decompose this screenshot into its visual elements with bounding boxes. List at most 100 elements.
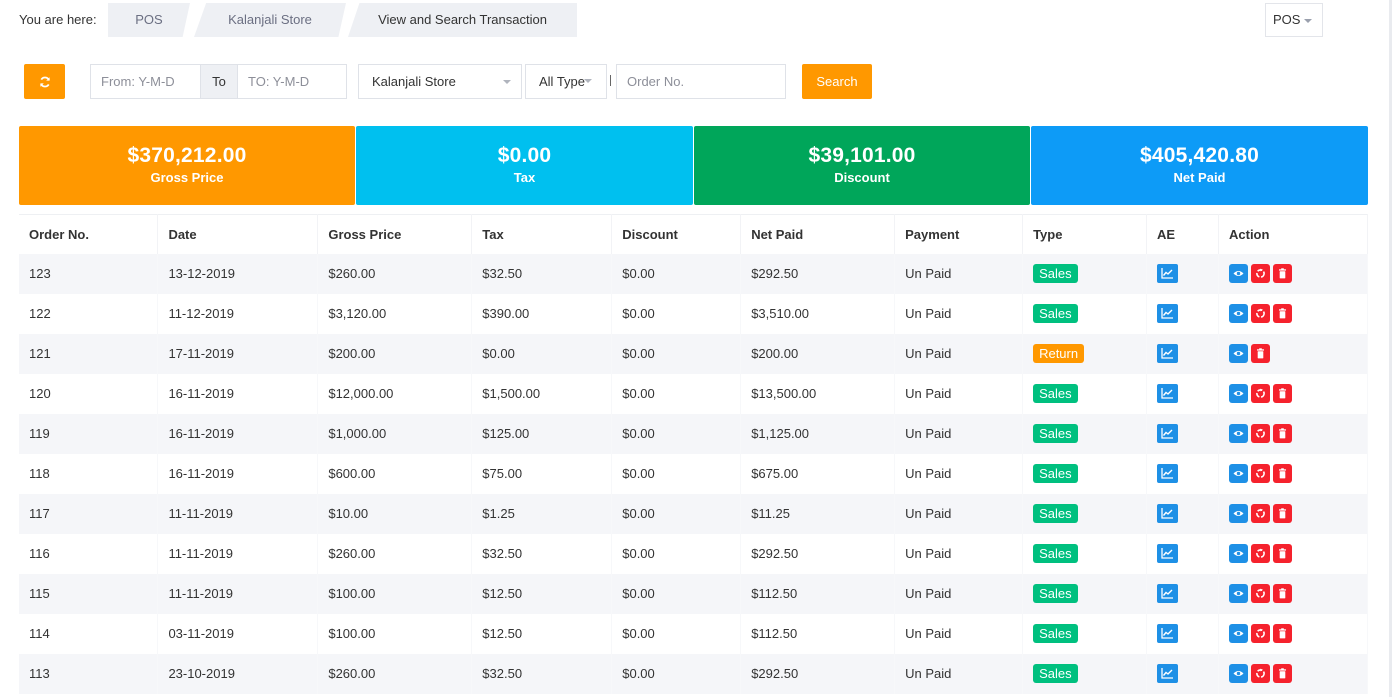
order-no-input[interactable]: [627, 65, 785, 98]
discount-cell: $0.00: [611, 293, 742, 334]
delete-button[interactable]: [1273, 584, 1292, 603]
ae-button[interactable]: [1157, 304, 1179, 323]
return-button[interactable]: [1251, 504, 1270, 523]
type-badge: Sales: [1033, 664, 1078, 683]
return-button[interactable]: [1251, 584, 1270, 603]
recycle-icon: [1256, 588, 1265, 598]
tax-cell: $32.50: [471, 253, 613, 294]
date-to-input[interactable]: [248, 65, 346, 98]
return-button[interactable]: [1251, 464, 1270, 483]
ae-button[interactable]: [1157, 504, 1179, 523]
delete-button[interactable]: [1273, 424, 1292, 443]
column-header-date[interactable]: Date: [157, 214, 319, 254]
ae-button[interactable]: [1157, 344, 1179, 363]
return-button[interactable]: [1251, 544, 1270, 563]
action-cell: [1218, 453, 1368, 494]
view-button[interactable]: [1229, 584, 1248, 603]
view-button[interactable]: [1229, 624, 1248, 643]
refresh-button[interactable]: [24, 64, 65, 99]
discount-cell: $0.00: [611, 613, 742, 654]
table-row: 121 17-11-2019 $200.00 $0.00 $0.00 $200.00 Un …: [19, 333, 1368, 374]
date-cell: 11-12-2019: [157, 293, 319, 334]
ae-cell: [1146, 653, 1219, 694]
type-select[interactable]: All Type: [525, 64, 607, 99]
column-header-discount[interactable]: Discount: [611, 214, 742, 254]
ae-cell: [1146, 333, 1219, 374]
ae-button[interactable]: [1157, 624, 1179, 643]
search-button[interactable]: Search: [802, 64, 872, 99]
delete-button[interactable]: [1273, 384, 1292, 403]
net-paid-cell: $11.25: [740, 493, 896, 534]
tax-cell: $390.00: [471, 293, 613, 334]
discount-cell: $0.00: [611, 573, 742, 614]
breadcrumb-item-pos[interactable]: POS: [108, 3, 190, 37]
delete-button[interactable]: [1251, 344, 1270, 363]
ae-button[interactable]: [1157, 424, 1179, 443]
view-button[interactable]: [1229, 344, 1248, 363]
gross-price-cell: $100.00: [317, 613, 473, 654]
delete-button[interactable]: [1273, 664, 1292, 683]
ae-button[interactable]: [1157, 584, 1179, 603]
store-select[interactable]: Kalanjali Store: [358, 64, 522, 99]
date-from-field[interactable]: [90, 64, 201, 99]
type-cell: Sales: [1022, 573, 1148, 614]
line-chart-icon: [1161, 548, 1174, 559]
date-to-field[interactable]: [237, 64, 347, 99]
trash-icon: [1279, 508, 1286, 519]
column-header-order-no[interactable]: Order No.: [19, 214, 159, 254]
ae-button[interactable]: [1157, 664, 1179, 683]
caret-down-icon: [503, 80, 511, 84]
return-button[interactable]: [1251, 264, 1270, 283]
column-header-payment[interactable]: Payment: [894, 214, 1024, 254]
type-badge: Sales: [1033, 624, 1078, 643]
view-button[interactable]: [1229, 664, 1248, 683]
trash-icon: [1279, 668, 1286, 679]
payment-cell: Un Paid: [894, 653, 1024, 694]
breadcrumb-item-current: View and Search Transaction: [348, 3, 577, 37]
caret-down-icon: [584, 79, 592, 83]
scrollbar[interactable]: [1389, 0, 1392, 697]
view-button[interactable]: [1229, 544, 1248, 563]
column-header-type[interactable]: Type: [1022, 214, 1148, 254]
delete-button[interactable]: [1273, 544, 1292, 563]
breadcrumb-item-store[interactable]: Kalanjali Store: [194, 3, 346, 37]
recycle-icon: [1256, 508, 1265, 518]
net-paid-cell: $675.00: [740, 453, 896, 494]
return-button[interactable]: [1251, 424, 1270, 443]
view-button[interactable]: [1229, 464, 1248, 483]
recycle-icon: [1256, 308, 1265, 318]
column-header-net-paid[interactable]: Net Paid: [740, 214, 896, 254]
ae-button[interactable]: [1157, 384, 1179, 403]
return-button[interactable]: [1251, 624, 1270, 643]
view-button[interactable]: [1229, 304, 1248, 323]
type-cell: Return: [1022, 333, 1148, 374]
tax-cell: $1,500.00: [471, 373, 613, 414]
delete-button[interactable]: [1273, 504, 1292, 523]
ae-button[interactable]: [1157, 264, 1179, 283]
order-no-cell: 119: [19, 413, 159, 454]
ae-button[interactable]: [1157, 544, 1179, 563]
order-no-field[interactable]: [616, 64, 786, 99]
delete-button[interactable]: [1273, 264, 1292, 283]
view-button[interactable]: [1229, 264, 1248, 283]
ae-cell: [1146, 493, 1219, 534]
type-cell: Sales: [1022, 253, 1148, 294]
column-header-tax[interactable]: Tax: [471, 214, 613, 254]
line-chart-icon: [1161, 628, 1174, 639]
return-button[interactable]: [1251, 664, 1270, 683]
view-button[interactable]: [1229, 384, 1248, 403]
delete-button[interactable]: [1273, 624, 1292, 643]
module-dropdown[interactable]: POS: [1265, 3, 1323, 37]
return-button[interactable]: [1251, 384, 1270, 403]
order-no-cell: 120: [19, 373, 159, 414]
delete-button[interactable]: [1273, 304, 1292, 323]
order-no-cell: 116: [19, 533, 159, 574]
delete-button[interactable]: [1273, 464, 1292, 483]
discount-cell: $0.00: [611, 453, 742, 494]
date-from-input[interactable]: [101, 65, 200, 98]
view-button[interactable]: [1229, 504, 1248, 523]
column-header-gross-price[interactable]: Gross Price: [317, 214, 473, 254]
view-button[interactable]: [1229, 424, 1248, 443]
ae-button[interactable]: [1157, 464, 1179, 483]
return-button[interactable]: [1251, 304, 1270, 323]
